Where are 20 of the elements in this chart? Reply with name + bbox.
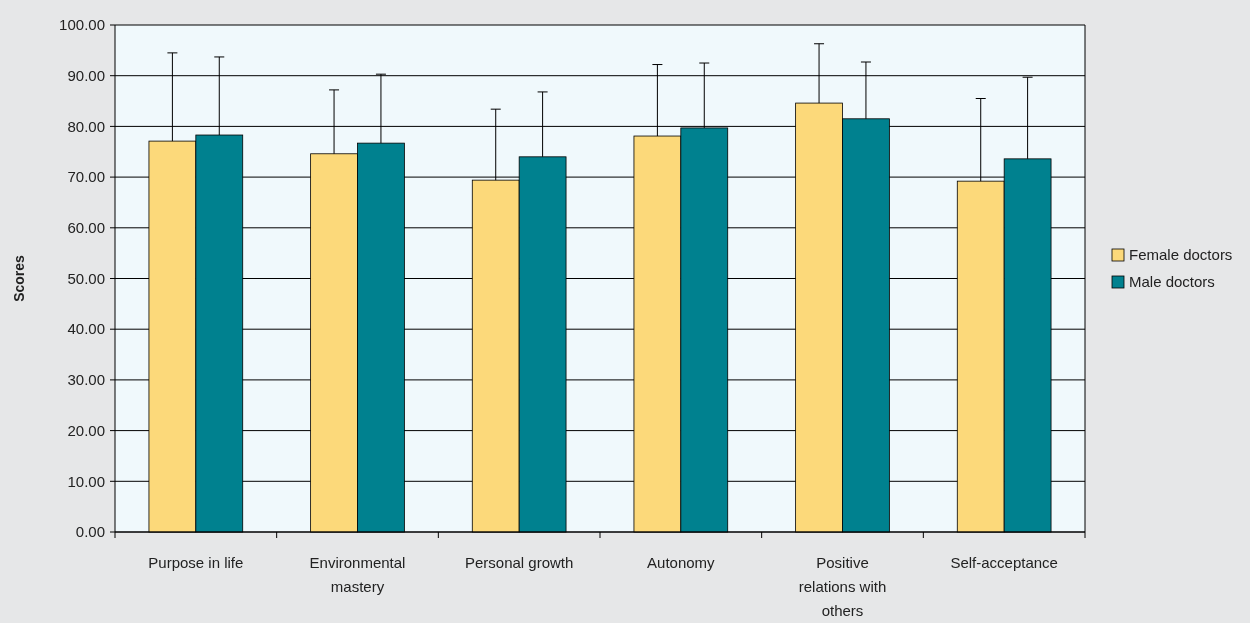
y-tick-label: 80.00 <box>67 117 105 135</box>
legend-label: Female doctors <box>1129 246 1233 264</box>
x-tick-label: Autonomy <box>647 554 716 571</box>
x-tick-label: Purpose in life <box>148 554 244 571</box>
y-tick-label: 70.00 <box>67 168 105 186</box>
x-tick-label: Positive relations with others <box>798 554 887 619</box>
y-tick-label: 60.00 <box>67 219 105 237</box>
y-tick-label: 20.00 <box>67 421 105 439</box>
x-tick-label: Self-acceptance <box>950 554 1058 571</box>
y-tick-label: 90.00 <box>67 66 105 84</box>
y-tick-label: 50.00 <box>67 269 105 287</box>
y-tick-label: 30.00 <box>67 371 105 389</box>
y-tick-label: 100.00 <box>59 16 105 34</box>
y-tick-label: 0.00 <box>75 523 105 541</box>
legend-label: Male doctors <box>1129 273 1215 291</box>
x-tick-label: Environmental mastery <box>309 554 406 595</box>
y-tick-label: 40.00 <box>67 320 105 338</box>
y-axis-title: Scores <box>11 254 27 302</box>
y-tick-label: 10.00 <box>67 472 105 490</box>
x-tick-label: Personal growth <box>464 554 574 571</box>
